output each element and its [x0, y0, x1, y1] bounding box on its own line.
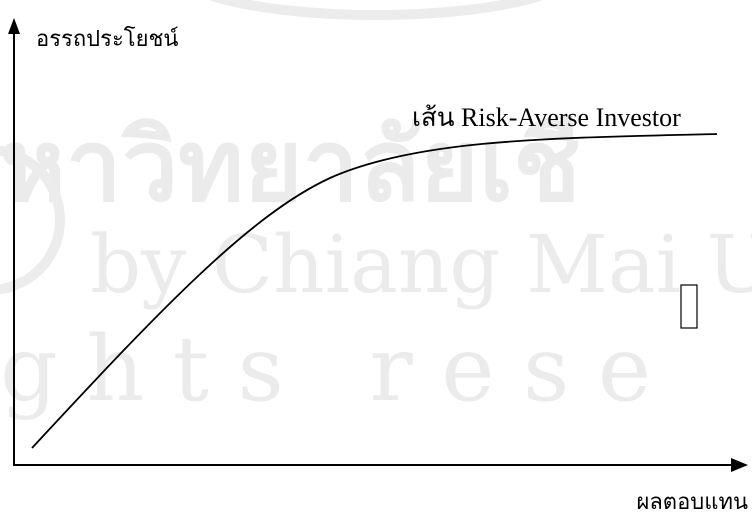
watermark: หาวิทยาลัยเชี by Chiang Mai U g h t s r … [0, 0, 752, 422]
x-axis-arrow-icon [731, 458, 748, 472]
y-axis-arrow-icon [8, 18, 20, 34]
risk-averse-curve [31, 133, 718, 449]
y-axis-label: อรรถประโยชน์ [36, 26, 179, 51]
watermark-line-1: หาวิทยาลัยเชี [0, 106, 581, 224]
box-glyph [680, 284, 698, 329]
watermark-seal [0, 145, 65, 295]
watermark-line-2: by Chiang Mai U [90, 218, 752, 311]
curve-label: เส้น Risk-Averse Investor [412, 103, 681, 132]
x-axis-label: ผลตอบแทน [636, 489, 748, 514]
watermark-arc [208, 0, 544, 20]
watermark-line-3: g h t s r e s e [0, 317, 651, 422]
axes [8, 18, 748, 472]
